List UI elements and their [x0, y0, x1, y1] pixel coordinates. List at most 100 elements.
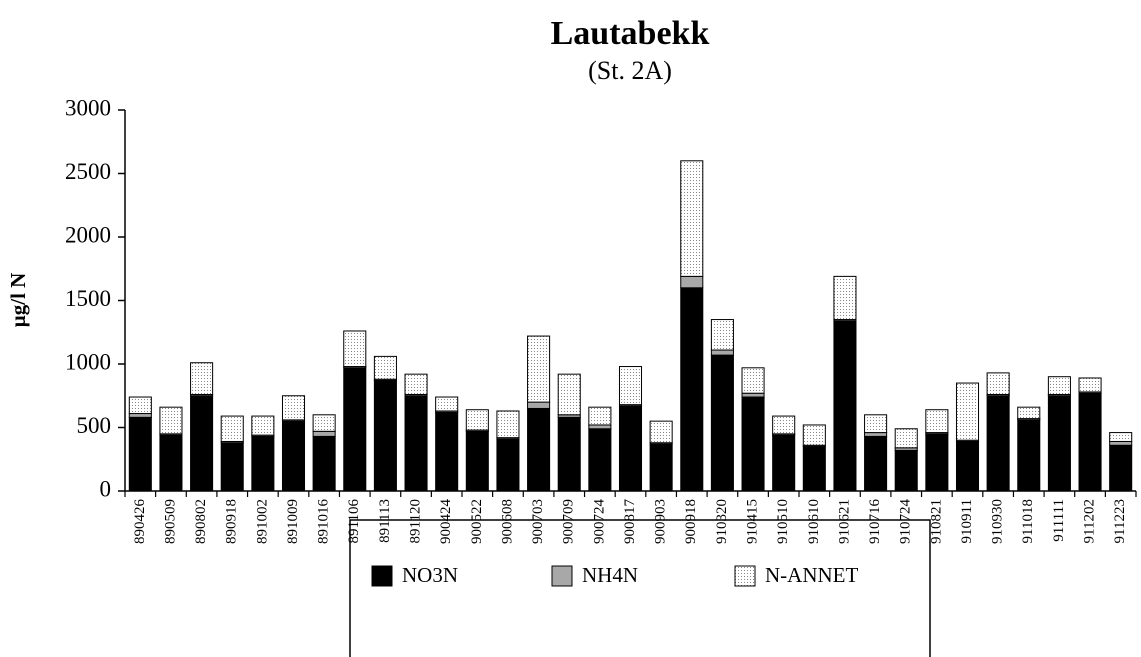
- bar-segment: [527, 401, 551, 409]
- x-tick-label: 911223: [1112, 499, 1128, 543]
- bar-segment: [312, 414, 336, 432]
- bar-segment: [680, 275, 704, 289]
- legend-box: [349, 519, 931, 657]
- x-tick-label: 910320: [714, 499, 730, 544]
- bar-segment: [986, 395, 1010, 492]
- x-tick-label: 900918: [683, 499, 699, 544]
- bar-segment: [986, 372, 1010, 395]
- bar-segment: [710, 319, 734, 351]
- x-tick-label: 891002: [254, 499, 270, 544]
- bar-segment: [1017, 419, 1041, 492]
- legend-label: N-ANNET: [765, 563, 858, 587]
- bar-segment: [772, 415, 796, 435]
- bar-segment: [710, 354, 734, 492]
- bar-segment: [159, 406, 183, 435]
- y-tick-label: 1500: [65, 286, 111, 311]
- legend-swatch: [734, 565, 756, 587]
- x-tick-label: 911111: [1051, 499, 1067, 542]
- bar-segment: [251, 435, 275, 492]
- x-tick-label: 910510: [775, 499, 791, 544]
- x-tick-label: 910621: [836, 499, 852, 544]
- bar-segment: [496, 410, 520, 439]
- bar-segment: [128, 416, 152, 492]
- y-tick-label: 3000: [65, 95, 111, 120]
- y-tick-label: 2000: [65, 222, 111, 247]
- bar-segment: [343, 367, 367, 492]
- x-tick-label: 910415: [744, 499, 760, 544]
- bar-segment: [373, 355, 397, 380]
- x-tick-label: 891009: [285, 499, 301, 544]
- bar-segment: [281, 420, 306, 492]
- chart-subtitle: (St. 2A): [588, 56, 672, 85]
- bar-segment: [281, 395, 306, 421]
- x-tick-label: 911202: [1081, 499, 1097, 543]
- legend-swatch: [551, 565, 573, 587]
- bar-segment: [404, 373, 428, 395]
- legend-label: NH4N: [582, 563, 638, 587]
- bar-segment: [649, 443, 673, 492]
- bar-segment: [710, 349, 734, 356]
- x-tick-label: 891016: [316, 499, 332, 545]
- bar-segment: [1109, 440, 1133, 446]
- bar-segment: [833, 275, 857, 321]
- x-tick-label: 910911: [959, 499, 975, 543]
- bar-segment: [588, 424, 612, 430]
- x-tick-label: 891120: [407, 499, 423, 543]
- bar-segment: [435, 411, 459, 492]
- bar-segment: [588, 406, 612, 426]
- bar-segment: [557, 373, 581, 416]
- bar-segment: [1078, 392, 1102, 492]
- bar-segment: [373, 380, 397, 492]
- x-tick-label: 891113: [377, 499, 393, 543]
- x-tick-label: 900703: [530, 499, 546, 544]
- bar-segment: [864, 432, 888, 437]
- bar-segment: [159, 434, 183, 492]
- bar-segment: [1047, 395, 1071, 492]
- x-tick-label: 890509: [162, 499, 178, 544]
- bar-segment: [864, 435, 888, 492]
- bar-segment: [220, 415, 244, 442]
- x-tick-label: 910821: [928, 499, 944, 544]
- bar-segment: [465, 430, 489, 492]
- bar-segment: [588, 428, 612, 492]
- bar-segment: [435, 396, 459, 412]
- bar-segment: [343, 330, 367, 368]
- bar-segment: [955, 440, 980, 492]
- bar-segment: [190, 362, 214, 395]
- x-tick-label: 900608: [499, 499, 515, 544]
- bar-segment: [894, 428, 918, 449]
- bar-segment: [312, 430, 336, 437]
- bar-segment: [128, 413, 152, 418]
- bar-segment: [649, 420, 673, 444]
- bar-segment: [802, 446, 826, 492]
- y-tick-label: 0: [100, 476, 112, 501]
- bar-segment: [404, 395, 428, 492]
- bar-segment: [1078, 377, 1102, 393]
- bar-segment: [465, 409, 489, 431]
- x-tick-label: 910716: [867, 499, 883, 545]
- bar-segment: [1047, 376, 1071, 395]
- bar-segment: [527, 407, 551, 492]
- bar-segment: [527, 335, 551, 403]
- x-tick-label: 891106: [346, 499, 362, 544]
- x-tick-label: 900817: [622, 499, 638, 545]
- bar-segment: [925, 409, 949, 434]
- x-tick-label: 911018: [1020, 499, 1036, 543]
- bar-segment: [864, 414, 888, 434]
- bar-segment: [557, 416, 581, 492]
- x-tick-label: 890802: [193, 499, 209, 544]
- bar-segment: [833, 320, 857, 492]
- bar-segment: [955, 382, 980, 441]
- x-tick-label: 900709: [561, 499, 577, 544]
- bar-segment: [496, 438, 520, 492]
- bar-segment: [741, 396, 765, 492]
- bar-segment: [312, 435, 336, 492]
- x-tick-label: 890426: [132, 499, 148, 545]
- bar-segment: [680, 160, 704, 277]
- x-tick-label: 900522: [469, 499, 485, 544]
- bar-segment: [618, 405, 643, 492]
- bar-segment: [128, 396, 152, 415]
- bar-segment: [1017, 406, 1041, 420]
- legend-label: NO3N: [402, 563, 458, 587]
